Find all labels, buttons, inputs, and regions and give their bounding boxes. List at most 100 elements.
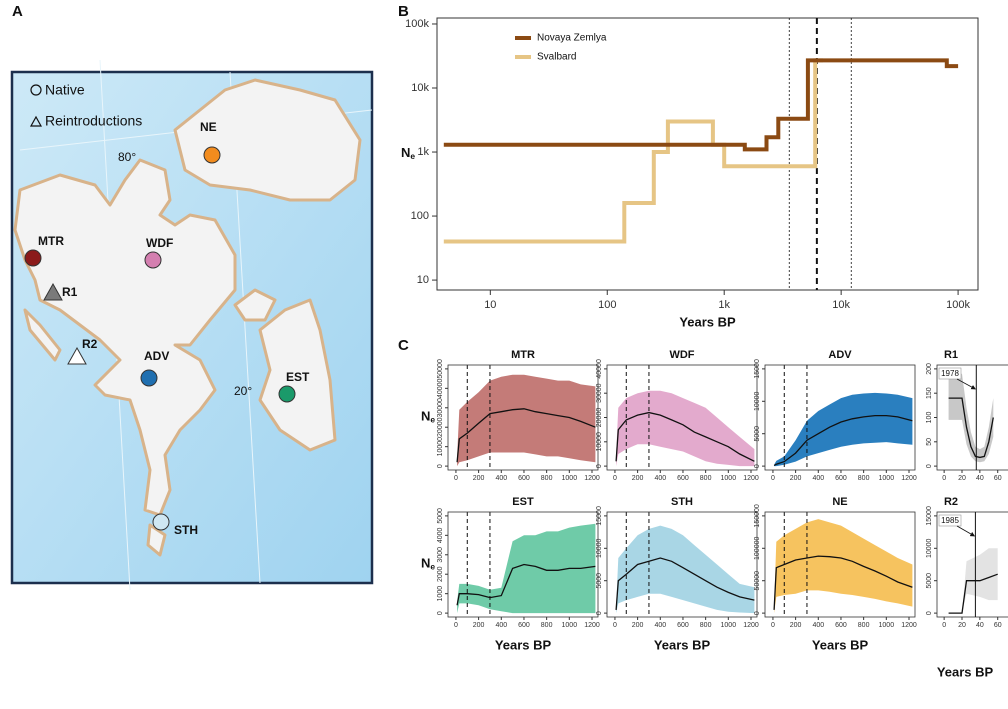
y-tick-label: 10000 [596, 538, 603, 558]
x-tick-label: 100 [598, 299, 616, 311]
y-tick-label: 4000 [437, 527, 444, 543]
x-tick-label: 200 [473, 475, 485, 482]
plot-frame [447, 364, 599, 471]
y-tick-label: 10 [417, 274, 429, 286]
plot-frame [936, 511, 1008, 618]
x-tick-label: 800 [541, 475, 553, 482]
y-tick-label: 5000 [437, 508, 444, 524]
y-tick-label: 10000 [437, 437, 444, 457]
event-arrow [956, 378, 976, 390]
y-tick-label: 0 [596, 464, 603, 468]
y-tick-label: 5000 [596, 573, 603, 589]
event-label: 1985 [941, 516, 959, 525]
y-tick-label: 40000 [437, 378, 444, 398]
y-tick-label: 100 [926, 412, 933, 424]
chart-title: NE [832, 496, 847, 508]
y-tick-label: 200 [926, 363, 933, 375]
site-label: R1 [62, 285, 78, 299]
map-markers: Native Reintroductions 80° 20° NE MTR WDF R1 R2 A… [24, 82, 310, 537]
chart-title: MTR [511, 349, 535, 361]
x-tick-label: 0 [942, 475, 946, 482]
x-tick-label: 1000 [879, 622, 895, 629]
islands [13, 78, 362, 557]
x-tick-label: 1k [718, 299, 730, 311]
x-axis-label: Years BP [495, 637, 552, 652]
x-tick-label: 10k [832, 299, 850, 311]
y-axis-label-subscript: e [410, 151, 415, 161]
graticule-label: 80° [118, 150, 136, 164]
y-axis-label: Ne [421, 409, 435, 425]
event-label-box [938, 514, 962, 527]
x-tick-label: 800 [541, 622, 553, 629]
map [10, 59, 374, 591]
y-tick-label: 100 [411, 210, 429, 222]
legend-label: Novaya Zemlya [537, 33, 607, 44]
x-tick-label: 1000 [721, 622, 737, 629]
x-axis-label: Years BP [812, 637, 869, 652]
site-label: EST [286, 370, 310, 384]
x-tick-label: 800 [858, 475, 870, 482]
y-tick-label: 100000 [754, 537, 761, 560]
x-tick-label: 1200 [584, 475, 600, 482]
median-line [456, 563, 596, 606]
x-tick-label: 200 [473, 622, 485, 629]
y-tick-label: 5000 [926, 573, 933, 589]
site-marker [43, 282, 63, 301]
confidence-band [457, 374, 596, 467]
site-label: WDF [146, 236, 173, 250]
y-tick-label: 30000 [596, 383, 603, 403]
y-tick-label: 15000 [754, 359, 761, 379]
x-tick-label: 20 [958, 475, 966, 482]
y-tick-label: 0 [926, 611, 933, 615]
y-tick-label: 50000 [754, 571, 761, 591]
x-tick-label: 0 [942, 622, 946, 629]
plot-frame [436, 17, 979, 291]
plot-frame [764, 511, 916, 618]
panel-label: C [398, 337, 409, 354]
x-tick-label: 40 [976, 622, 984, 629]
x-tick-label: 1000 [721, 475, 737, 482]
x-tick-label: 40 [976, 475, 984, 482]
series-line [443, 58, 959, 152]
chart-title: R1 [944, 349, 958, 361]
x-tick-label: 60 [994, 475, 1002, 482]
y-axis-label-main: N [421, 556, 430, 571]
median-line [615, 557, 755, 610]
x-tick-label: 20 [958, 622, 966, 629]
site-marker [140, 369, 158, 387]
x-tick-label: 1000 [562, 475, 578, 482]
site-marker [144, 251, 162, 269]
x-tick-label: 600 [518, 475, 530, 482]
y-tick-label: 10000 [754, 391, 761, 411]
chart-title: EST [512, 496, 534, 508]
y-tick-label: 0 [596, 611, 603, 615]
x-axis-label: Years BP [654, 637, 711, 652]
x-tick-label: 600 [518, 622, 530, 629]
median-line [948, 573, 998, 614]
confidence-band [457, 523, 596, 614]
plot-frame [606, 511, 758, 618]
x-tick-label: 600 [677, 622, 689, 629]
event-label-box [938, 367, 962, 380]
x-tick-label: 400 [654, 622, 666, 629]
y-tick-label: 1k [417, 146, 429, 158]
y-tick-label: 50000 [437, 359, 444, 379]
x-axis-label: Years BP [937, 664, 994, 679]
x-tick-label: 600 [835, 622, 847, 629]
x-tick-label: 100k [946, 299, 970, 311]
y-tick-label: 0 [437, 611, 444, 615]
x-tick-label: 0 [613, 622, 617, 629]
x-tick-label: 400 [812, 622, 824, 629]
y-tick-label: 5000 [754, 426, 761, 442]
x-tick-label: 1200 [901, 622, 917, 629]
y-tick-label: 1000 [437, 586, 444, 602]
confidence-band [948, 373, 994, 463]
y-tick-label: 0 [754, 611, 761, 615]
x-tick-label: 800 [700, 475, 712, 482]
legend-label: Svalbard [537, 52, 576, 63]
x-tick-label: 1200 [584, 622, 600, 629]
x-tick-label: 1200 [743, 622, 759, 629]
series-line [443, 58, 823, 244]
